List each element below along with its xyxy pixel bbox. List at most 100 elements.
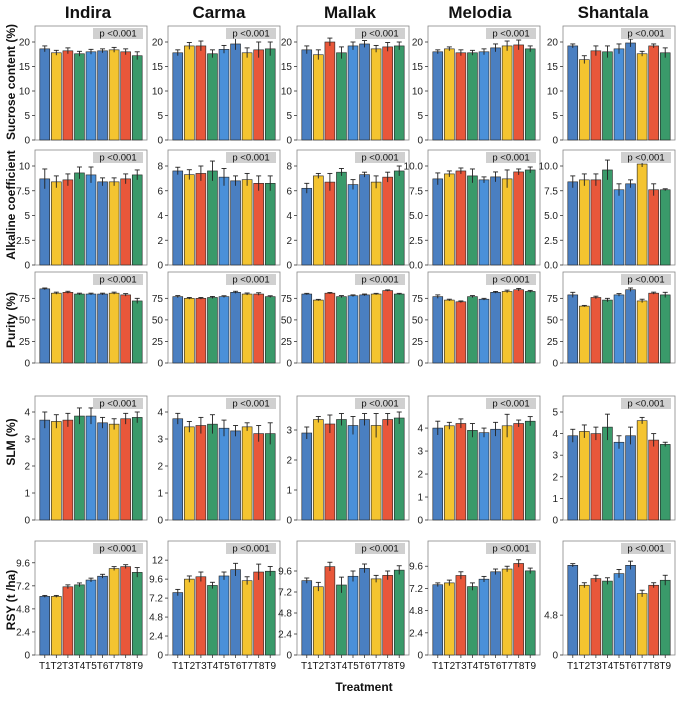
- x-tick-label: T9: [131, 661, 143, 672]
- y-tick-label: 8: [286, 162, 292, 173]
- panel-melodia-row-0: 0 5 10 15 20 p <0.001: [412, 25, 541, 147]
- cultivar-title-1: Carma: [193, 3, 246, 22]
- bar-t5: [613, 48, 625, 141]
- bar-t4: [467, 586, 478, 656]
- x-tick-label: T3: [195, 661, 207, 672]
- y-tick-label: 20: [152, 38, 164, 49]
- bar-t9: [393, 417, 405, 521]
- bar-t4: [74, 172, 85, 266]
- p-value-label: p <0.001: [99, 399, 136, 410]
- bar-t4: [602, 51, 613, 141]
- bar-t4: [74, 53, 85, 141]
- y-tick-label: 7.2: [16, 581, 30, 592]
- bar-t5: [347, 184, 359, 266]
- y-tick-label: 0: [286, 261, 292, 272]
- panel-carma-row-3: 0 1 2 3 4 p <0.001: [157, 395, 281, 527]
- bar-t5: [347, 45, 359, 141]
- bar-t9: [524, 48, 536, 141]
- bar-t7: [241, 580, 253, 656]
- y-tick-label: 0: [157, 261, 163, 272]
- y-tick-label: 15: [152, 62, 164, 73]
- bar-t6: [625, 289, 636, 364]
- bar-t2: [444, 48, 455, 141]
- cultivar-title-3: Melodia: [448, 3, 512, 22]
- panel-melodia-row-4: 0 2.4 4.8 7.2 9.6 p <0.001 T1 T2 T3 T4 T5 T6 T7 T8 T9: [409, 540, 541, 672]
- y-tick-label: 3: [417, 447, 423, 458]
- y-tick-label: 75: [547, 294, 559, 305]
- y-tick-label: 10: [281, 87, 293, 98]
- bar-t4: [602, 169, 613, 266]
- p-value-box: [226, 274, 276, 285]
- bar-t2: [51, 52, 62, 141]
- bar-t3: [590, 433, 602, 521]
- y-tick-label: 0: [24, 651, 30, 662]
- bar-t5: [613, 189, 625, 266]
- bar-t1: [567, 565, 579, 656]
- bar-t4: [336, 52, 347, 141]
- bar-t8: [120, 178, 131, 266]
- ylabel-row-0: Sucrose content (%): [4, 24, 18, 140]
- bar-t2: [51, 292, 62, 364]
- bar-t6: [97, 50, 108, 141]
- bar-t1: [432, 178, 444, 266]
- bar-t5: [478, 179, 490, 266]
- bar-t7: [370, 48, 382, 141]
- y-tick-label: 2.4: [278, 630, 292, 641]
- y-tick-label: 4.8: [409, 606, 423, 617]
- x-tick-label: T6: [230, 661, 242, 672]
- p-value-box: [486, 543, 536, 554]
- bar-t7: [501, 425, 513, 521]
- bar-t8: [120, 418, 131, 521]
- panel-shantala-row-1: 0.0 2.5 5.0 7.5 10.0 p <0.001: [539, 149, 676, 272]
- bar-t9: [659, 52, 671, 141]
- p-value-label: p <0.001: [361, 399, 398, 410]
- y-tick-label: 5.0: [409, 211, 423, 222]
- bar-t6: [359, 568, 370, 656]
- y-tick-label: 4: [24, 408, 30, 419]
- bar-t3: [62, 292, 74, 364]
- bar-t6: [625, 565, 636, 656]
- bar-t5: [85, 293, 97, 364]
- bar-t3: [455, 575, 467, 656]
- bar-t4: [467, 296, 478, 364]
- bar-t3: [62, 419, 74, 521]
- panel-shantala-row-3: 0 1 2 3 4 5 p <0.001: [552, 395, 676, 527]
- panel-mallak-row-2: 0 25 50 75 p <0.001: [281, 271, 410, 370]
- y-tick-label: 2.4: [149, 632, 163, 643]
- y-tick-label: 2.5: [409, 236, 423, 247]
- bar-t2: [184, 426, 195, 521]
- y-tick-label: 25: [412, 337, 424, 348]
- bar-t1: [432, 51, 444, 141]
- bar-t7: [241, 179, 253, 266]
- bar-t4: [336, 419, 347, 521]
- p-value-label: p <0.001: [99, 29, 136, 40]
- bar-t8: [120, 294, 131, 364]
- bar-t4: [336, 296, 347, 364]
- bar-t8: [120, 51, 131, 141]
- bar-t7: [370, 293, 382, 364]
- y-tick-label: 50: [547, 315, 559, 326]
- x-tick-label: T2: [312, 661, 324, 672]
- y-tick-label: 15: [19, 62, 31, 73]
- y-tick-label: 7.5: [409, 186, 423, 197]
- y-tick-label: 75: [412, 294, 424, 305]
- ylabel-row-1: Alkaline coefficient: [4, 150, 18, 259]
- y-tick-label: 2: [417, 470, 423, 481]
- bar-t1: [567, 435, 579, 521]
- panel-indira-row-2: 0 25 50 75 p <0.001: [19, 271, 148, 370]
- bar-t1: [567, 294, 579, 364]
- bar-t6: [490, 292, 501, 364]
- x-tick-label: T5: [478, 661, 490, 672]
- y-tick-label: 10: [19, 162, 31, 173]
- bar-t8: [253, 293, 264, 364]
- bar-t2: [51, 596, 62, 656]
- p-value-label: p <0.001: [492, 153, 529, 164]
- bar-t3: [62, 50, 74, 141]
- y-tick-label: 2.5: [544, 236, 558, 247]
- y-tick-label: 5: [24, 211, 30, 222]
- y-tick-label: 5: [417, 111, 423, 122]
- p-value-box: [621, 543, 671, 554]
- y-tick-label: 75: [152, 294, 164, 305]
- p-value-label: p <0.001: [99, 544, 136, 555]
